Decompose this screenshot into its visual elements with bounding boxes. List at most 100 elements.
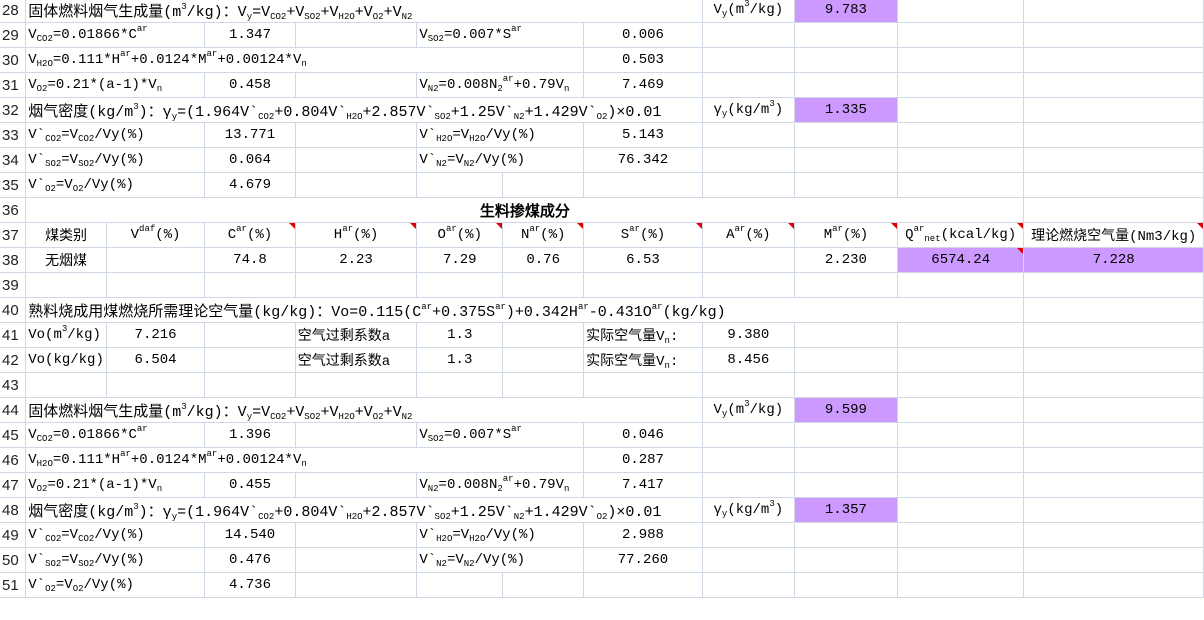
cell-G50[interactable]: 77.260 xyxy=(583,547,703,573)
cell-J38[interactable]: 6574.24 xyxy=(896,247,1025,273)
cell-E39[interactable] xyxy=(416,272,504,298)
cell-K44[interactable] xyxy=(1023,397,1204,423)
cell-K51[interactable] xyxy=(1023,572,1204,598)
cell-I49[interactable] xyxy=(793,522,898,548)
cell-H49[interactable] xyxy=(701,522,795,548)
cell-C41[interactable] xyxy=(204,322,296,348)
cell-A40[interactable]: 熟料烧成用煤燃烧所需理论空气量(kg/kg)：Vo=0.115(Car+0.37… xyxy=(25,297,1025,323)
row-header[interactable]: 29 xyxy=(0,22,27,48)
row-header[interactable]: 31 xyxy=(0,72,27,98)
cell-K34[interactable] xyxy=(1023,147,1204,173)
cell-A36[interactable]: 生料掺煤成分 xyxy=(25,197,1025,223)
cell-K39[interactable] xyxy=(1023,272,1204,298)
cell-K45[interactable] xyxy=(1023,422,1204,448)
cell-D35[interactable] xyxy=(294,172,418,198)
cell-G35[interactable] xyxy=(583,172,703,198)
cell-D41[interactable]: 空气过剩系数a xyxy=(294,322,418,348)
cell-A41[interactable]: Vo(m3/kg) xyxy=(25,322,107,348)
row-header[interactable]: 46 xyxy=(0,447,27,473)
cell-F35[interactable] xyxy=(502,172,585,198)
cell-D45[interactable] xyxy=(294,422,418,448)
cell-C43[interactable] xyxy=(204,372,296,398)
cell-D31[interactable] xyxy=(294,72,418,98)
cell-G42[interactable]: 实际空气量Vn: xyxy=(583,347,703,373)
cell-I31[interactable] xyxy=(793,72,898,98)
cell-G51[interactable] xyxy=(583,572,703,598)
row-header[interactable]: 49 xyxy=(0,522,27,548)
row-header[interactable]: 39 xyxy=(0,272,27,298)
cell-H28[interactable]: Vy(m3/kg) xyxy=(701,0,795,23)
cell-E31[interactable]: VN2=0.008N2ar+0.79Vn xyxy=(416,72,585,98)
cell-G47[interactable]: 7.417 xyxy=(583,472,703,498)
cell-F43[interactable] xyxy=(502,372,585,398)
cell-A43[interactable] xyxy=(25,372,107,398)
cell-G43[interactable] xyxy=(583,372,703,398)
cell-A33[interactable]: V`CO2=VCO2/Vy(%) xyxy=(25,122,206,148)
cell-H41[interactable]: 9.380 xyxy=(701,322,795,348)
cell-H35[interactable] xyxy=(701,172,795,198)
cell-H29[interactable] xyxy=(701,22,795,48)
cell-A31[interactable]: VO2=0.21*(a-1)*Vn xyxy=(25,72,206,98)
cell-A29[interactable]: VCO2=0.01866*Car xyxy=(25,22,206,48)
cell-D50[interactable] xyxy=(294,547,418,573)
cell-H42[interactable]: 8.456 xyxy=(701,347,795,373)
cell-I41[interactable] xyxy=(793,322,898,348)
row-header[interactable]: 33 xyxy=(0,122,27,148)
row-header[interactable]: 50 xyxy=(0,547,27,573)
row-header[interactable]: 40 xyxy=(0,297,27,323)
cell-F37[interactable]: Nar(%) xyxy=(502,222,585,248)
cell-K36[interactable] xyxy=(1023,197,1204,223)
cell-J48[interactable] xyxy=(896,497,1025,523)
cell-C51[interactable]: 4.736 xyxy=(204,572,296,598)
cell-I34[interactable] xyxy=(793,147,898,173)
cell-J35[interactable] xyxy=(896,172,1025,198)
cell-I42[interactable] xyxy=(793,347,898,373)
cell-H47[interactable] xyxy=(701,472,795,498)
row-header[interactable]: 36 xyxy=(0,197,27,223)
cell-D38[interactable]: 2.23 xyxy=(294,247,418,273)
cell-A35[interactable]: V`O2=VO2/Vy(%) xyxy=(25,172,206,198)
cell-K28[interactable] xyxy=(1023,0,1204,23)
cell-E38[interactable]: 7.29 xyxy=(416,247,504,273)
cell-K41[interactable] xyxy=(1023,322,1204,348)
cell-K37[interactable]: 理论燃烧空气量(Nm3/kg) xyxy=(1023,222,1204,248)
row-header[interactable]: 44 xyxy=(0,397,27,423)
cell-C38[interactable]: 74.8 xyxy=(204,247,296,273)
cell-K46[interactable] xyxy=(1023,447,1204,473)
cell-C33[interactable]: 13.771 xyxy=(204,122,296,148)
cell-A34[interactable]: V`SO2=VSO2/Vy(%) xyxy=(25,147,206,173)
cell-H32[interactable]: γy(kg/m3) xyxy=(701,97,795,123)
cell-K40[interactable] xyxy=(1023,297,1204,323)
cell-I50[interactable] xyxy=(793,547,898,573)
cell-H34[interactable] xyxy=(701,147,795,173)
cell-I44[interactable]: 9.599 xyxy=(793,397,898,423)
cell-C37[interactable]: Car(%) xyxy=(204,222,296,248)
cell-I48[interactable]: 1.357 xyxy=(793,497,898,523)
cell-A32[interactable]: 烟气密度(kg/m3)：γy=(1.964V`CO2+0.804V`H2O+2.… xyxy=(25,97,703,123)
cell-H46[interactable] xyxy=(701,447,795,473)
cell-I32[interactable]: 1.335 xyxy=(793,97,898,123)
cell-G41[interactable]: 实际空气量Vn: xyxy=(583,322,703,348)
cell-K42[interactable] xyxy=(1023,347,1204,373)
cell-A37[interactable]: 煤类别 xyxy=(25,222,107,248)
cell-K29[interactable] xyxy=(1023,22,1204,48)
row-header[interactable]: 34 xyxy=(0,147,27,173)
cell-J32[interactable] xyxy=(896,97,1025,123)
cell-F39[interactable] xyxy=(502,272,585,298)
cell-I46[interactable] xyxy=(793,447,898,473)
row-header[interactable]: 38 xyxy=(0,247,27,273)
cell-K48[interactable] xyxy=(1023,497,1204,523)
cell-E49[interactable]: V`H2O=VH2O/Vy(%) xyxy=(416,522,585,548)
cell-A45[interactable]: VCO2=0.01866*Car xyxy=(25,422,206,448)
cell-I33[interactable] xyxy=(793,122,898,148)
cell-J51[interactable] xyxy=(896,572,1025,598)
cell-E45[interactable]: VSO2=0.007*Sar xyxy=(416,422,585,448)
cell-J41[interactable] xyxy=(896,322,1025,348)
cell-J33[interactable] xyxy=(896,122,1025,148)
cell-C47[interactable]: 0.455 xyxy=(204,472,296,498)
row-header[interactable]: 37 xyxy=(0,222,27,248)
cell-E50[interactable]: V`N2=VN2/Vy(%) xyxy=(416,547,585,573)
cell-A42[interactable]: Vo(kg/kg) xyxy=(25,347,107,373)
cell-C42[interactable] xyxy=(204,347,296,373)
cell-A38[interactable]: 无烟煤 xyxy=(25,247,107,273)
